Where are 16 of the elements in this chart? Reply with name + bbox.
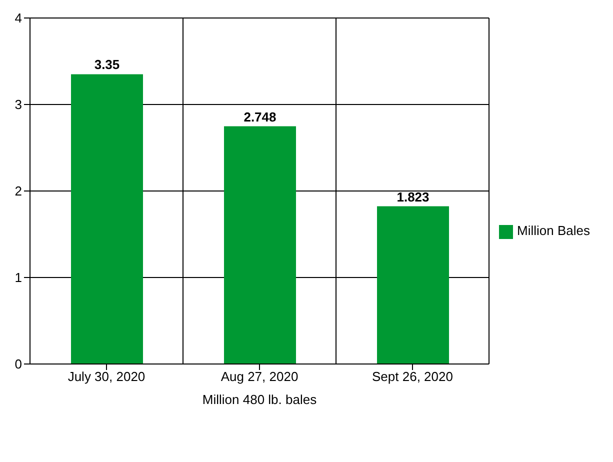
- data-label: 1.823: [396, 189, 430, 204]
- y-tick-label: 4: [14, 10, 22, 26]
- y-tick-label: 1: [14, 270, 22, 286]
- bar: [224, 126, 296, 364]
- y-tick-label: 0: [14, 356, 22, 372]
- data-label: 3.35: [94, 57, 120, 72]
- legend-label: Million Bales: [517, 223, 590, 238]
- x-tick-label: Aug 27, 2020: [220, 369, 298, 384]
- x-tick-label: Sept 26, 2020: [372, 369, 453, 384]
- y-tick-label: 2: [14, 184, 22, 199]
- x-tick-label: July 30, 2020: [68, 369, 146, 384]
- bar: [377, 206, 450, 364]
- bar: [71, 74, 143, 364]
- y-tick-label: 3: [14, 97, 22, 112]
- data-label: 2.748: [244, 109, 276, 124]
- x-axis-title: Million 480 lb. bales: [202, 392, 318, 407]
